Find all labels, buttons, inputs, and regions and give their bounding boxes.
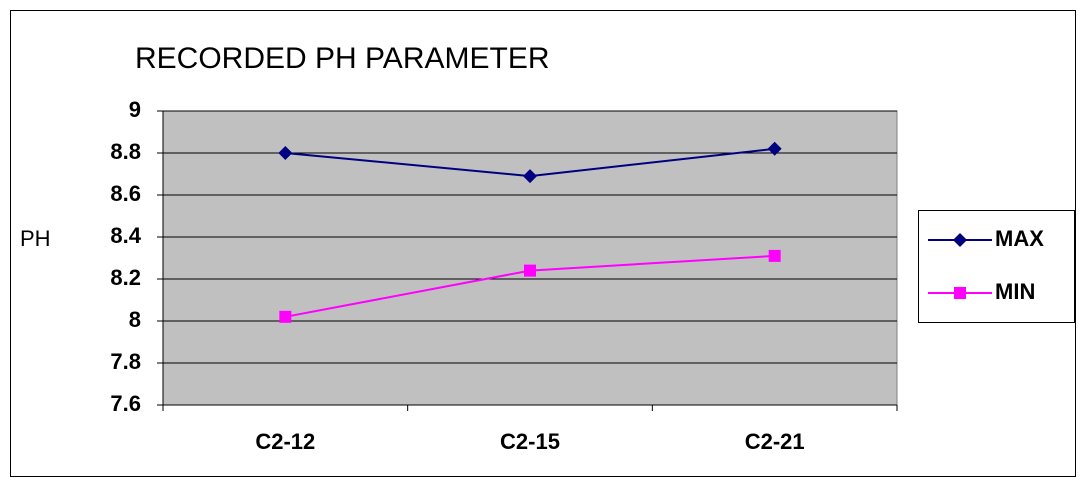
marker <box>953 233 967 247</box>
y-tick-label: 9 <box>129 97 141 122</box>
legend-label: MIN <box>995 279 1035 304</box>
y-tick-label: 7.8 <box>110 349 141 374</box>
x-tick-label: C2-15 <box>500 429 560 454</box>
y-tick-label: 8.2 <box>110 265 141 290</box>
y-tick-label: 8 <box>129 307 141 332</box>
marker <box>954 287 966 299</box>
marker <box>279 310 292 323</box>
legend-label: MAX <box>995 226 1044 251</box>
y-tick-label: 8.6 <box>110 181 141 206</box>
plot-area <box>162 110 898 406</box>
x-tick-label: C2-12 <box>255 429 315 454</box>
y-axis-label: PH <box>20 226 51 251</box>
marker <box>767 141 782 156</box>
marker <box>523 169 537 184</box>
y-tick-label: 8.4 <box>110 223 141 248</box>
x-tick-label: C2-21 <box>745 429 805 454</box>
legend <box>918 210 1075 323</box>
y-tick-label: 7.6 <box>110 391 141 416</box>
marker <box>524 264 536 277</box>
y-tick-label: 8.8 <box>110 139 141 164</box>
marker <box>768 249 781 262</box>
chart-title: RECORDED PH PARAMETER <box>135 42 550 75</box>
marker <box>278 146 293 160</box>
